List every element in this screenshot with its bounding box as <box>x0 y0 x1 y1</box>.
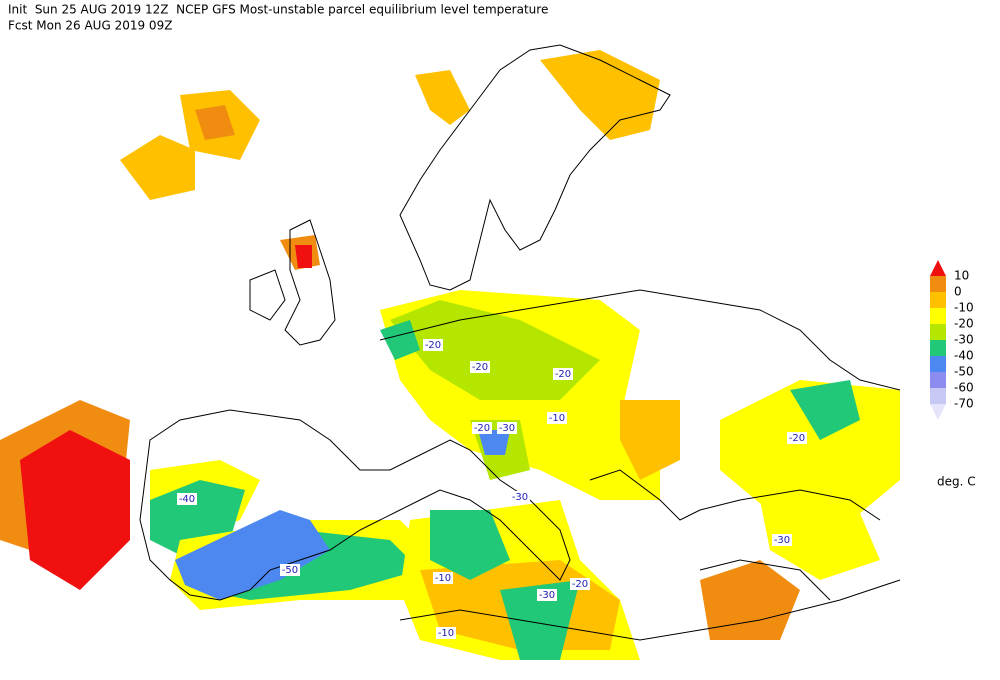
contour-label: -10 <box>438 628 454 639</box>
field-area <box>295 245 312 268</box>
contour-label-box <box>470 361 490 373</box>
contour-label: -30 <box>539 590 555 601</box>
legend-swatch <box>930 340 946 356</box>
legend-label: -60 <box>954 381 974 395</box>
contour-label-box <box>510 491 530 503</box>
contour-labels: -20 -20 -20 -10 -20 -30 -30 -40 -50 -10 -30 -20 -10 -… <box>177 339 807 639</box>
contour-label-box <box>570 578 590 590</box>
legend-swatch <box>930 308 946 324</box>
contour-label: -20 <box>572 579 588 590</box>
legend-label: -20 <box>954 317 974 331</box>
legend-label: -40 <box>954 349 974 363</box>
field-area <box>415 70 470 125</box>
field-area <box>700 560 800 640</box>
legend-label: 10 <box>954 269 969 283</box>
contour-label-box <box>472 422 492 434</box>
legend-label: -10 <box>954 301 974 315</box>
contour-label-box <box>772 534 792 546</box>
header-line-1: Init Sun 25 AUG 2019 12Z NCEP GFS Most-u… <box>8 3 548 17</box>
coastlines <box>139 44 901 641</box>
contour-label: -10 <box>435 573 451 584</box>
contour-label: -50 <box>282 565 298 576</box>
contour-label: -30 <box>499 423 515 434</box>
legend-swatch <box>930 388 946 404</box>
color-legend: 10 0 -10 -20 -30 -40 -50 -60 -70 <box>930 260 974 420</box>
field-area <box>790 380 860 440</box>
contour-label-box <box>433 572 453 584</box>
coastline <box>249 219 336 346</box>
unit-label: deg. C <box>937 475 976 489</box>
coastline <box>139 409 571 601</box>
contour-label-box <box>787 432 807 444</box>
contour-label-box <box>553 368 573 380</box>
legend-swatch <box>930 324 946 340</box>
field-area <box>478 430 510 455</box>
coastline <box>399 44 671 291</box>
field-area <box>500 580 580 660</box>
field-area <box>195 105 235 140</box>
contour-label: -20 <box>425 340 441 351</box>
legend-swatch <box>930 276 946 292</box>
legend-arrow-top <box>930 260 946 276</box>
field-area <box>175 510 330 600</box>
field-area <box>390 300 600 400</box>
contour-label-box <box>436 627 456 639</box>
legend-label: -70 <box>954 397 974 411</box>
legend-arrow-bottom <box>930 404 946 420</box>
contour-label-box <box>547 412 567 424</box>
field-area <box>20 430 130 590</box>
legend-label: -30 <box>954 333 974 347</box>
contour-label-box <box>177 493 197 505</box>
contour-label: -30 <box>774 535 790 546</box>
legend-swatch <box>930 356 946 372</box>
contour-label-box <box>280 564 300 576</box>
header-line-2: Fcst Mon 26 AUG 2019 09Z <box>8 19 172 33</box>
contour-label: -20 <box>789 433 805 444</box>
contour-label-box <box>423 339 443 351</box>
field-area <box>380 320 420 360</box>
coastline <box>379 289 901 641</box>
contour-label: -20 <box>555 369 571 380</box>
field-layer <box>0 50 900 660</box>
legend-swatch <box>930 372 946 388</box>
field-area <box>430 510 510 580</box>
contour-label: -30 <box>512 492 528 503</box>
contour-label: -20 <box>474 423 490 434</box>
contour-label-box <box>497 422 517 434</box>
legend-label: -50 <box>954 365 974 379</box>
contour-label-box <box>537 589 557 601</box>
contour-label: -40 <box>179 494 195 505</box>
field-area <box>760 490 880 580</box>
contour-label: -20 <box>472 362 488 373</box>
legend-label: 0 <box>954 285 962 299</box>
contour-label: -10 <box>549 413 565 424</box>
legend-swatch <box>930 292 946 308</box>
field-area <box>620 400 680 480</box>
field-area <box>120 135 195 200</box>
